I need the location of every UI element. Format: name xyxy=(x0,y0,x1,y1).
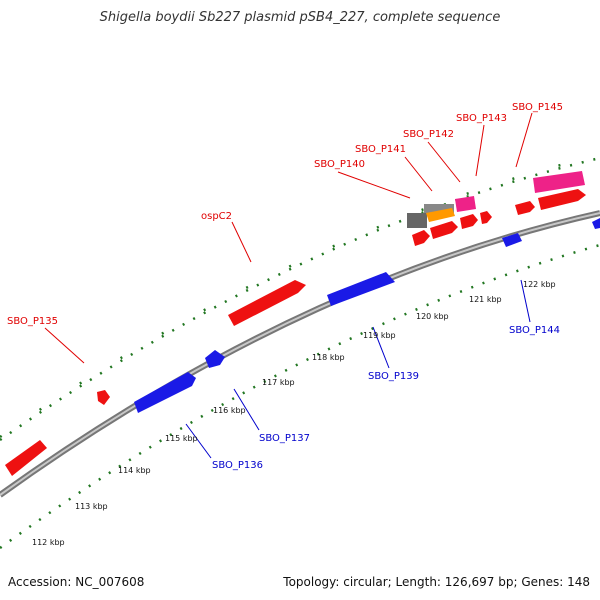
gene-arrow xyxy=(134,372,196,413)
gene-arrow xyxy=(228,280,306,326)
gene-arrow xyxy=(502,233,522,247)
gene-label: SBO_P143 xyxy=(456,113,507,124)
tick-label: 118 kbp xyxy=(312,353,345,362)
gene-arrow xyxy=(430,221,458,239)
gene-arrow xyxy=(327,272,395,306)
pink-feature xyxy=(455,196,476,212)
gene-label: ospC2 xyxy=(201,211,232,222)
feature-block xyxy=(407,171,585,228)
outer-tick-ring xyxy=(0,153,600,442)
gene-arrow xyxy=(205,350,225,368)
gene-labels: SBO_P135 ospC2 SBO_P140 SBO_P141 SBO_P14… xyxy=(7,102,563,471)
gene-label: SBO_P140 xyxy=(314,159,365,170)
gene-arrow xyxy=(97,390,110,405)
map-title: Shigella boydii Sb227 plasmid pSB4_227, … xyxy=(99,10,501,25)
tick-label: 122 kbp xyxy=(523,280,556,289)
gene-label: SBO_P137 xyxy=(259,433,310,444)
tick-label: 114 kbp xyxy=(118,466,151,475)
gene-arrow xyxy=(480,211,492,224)
gene-label: SBO_P145 xyxy=(512,102,563,113)
gene-label: SBO_P144 xyxy=(509,325,560,336)
gene-arrow xyxy=(460,214,478,229)
tick-label: 121 kbp xyxy=(469,295,502,304)
gene-arrow xyxy=(5,440,47,476)
tick-label: 115 kbp xyxy=(165,434,198,443)
tick-label: 113 kbp xyxy=(75,502,108,511)
gene-arrow xyxy=(515,201,535,215)
gene-label: SBO_P139 xyxy=(368,371,419,382)
gene-label: SBO_P135 xyxy=(7,316,58,327)
reverse-genes xyxy=(134,218,600,413)
tick-label: 119 kbp xyxy=(363,331,396,340)
plasmid-backbone-highlight xyxy=(0,212,600,496)
plasmid-backbone xyxy=(0,210,600,498)
gray-feature-top xyxy=(424,204,454,213)
tick-label: 117 kbp xyxy=(262,378,295,387)
gene-label: SBO_P136 xyxy=(212,460,263,471)
gray-feature xyxy=(407,213,427,228)
gene-arrow xyxy=(412,230,430,246)
gene-arrow xyxy=(592,218,600,229)
gene-label: SBO_P142 xyxy=(403,129,454,140)
tick-label: 120 kbp xyxy=(416,312,449,321)
accession-text: Accession: NC_007608 xyxy=(8,575,145,589)
tick-label: 116 kbp xyxy=(213,406,246,415)
forward-genes xyxy=(5,189,586,476)
tick-label: 112 kbp xyxy=(32,538,65,547)
pink-feature xyxy=(533,171,585,193)
topology-summary-text: Topology: circular; Length: 126,697 bp; … xyxy=(283,575,590,589)
label-connectors xyxy=(44,112,533,459)
kbp-labels: 112 kbp 113 kbp 114 kbp 115 kbp 116 kbp … xyxy=(32,280,556,547)
gene-arrow xyxy=(538,189,586,210)
gene-label: SBO_P141 xyxy=(355,144,406,155)
orange-feature xyxy=(426,208,455,222)
